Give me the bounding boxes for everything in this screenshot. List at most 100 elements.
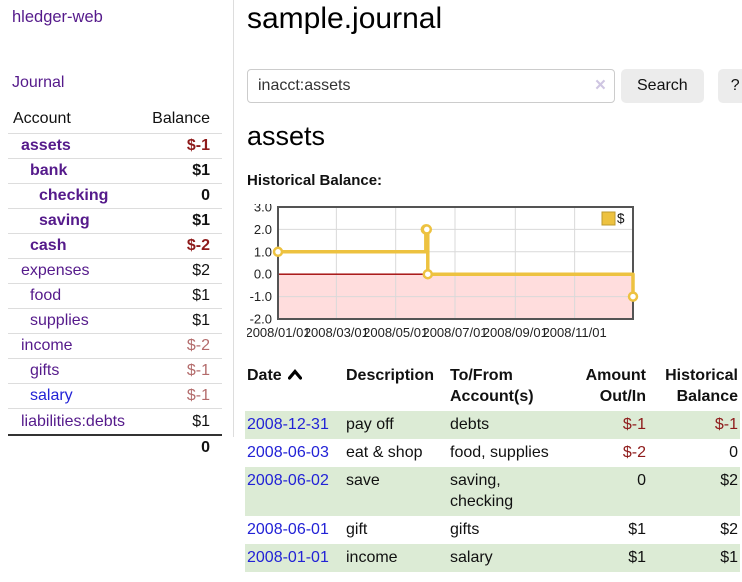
account-link-expenses[interactable]: expenses — [21, 262, 90, 279]
account-link-saving[interactable]: saving — [39, 212, 90, 229]
description-cell: save — [346, 472, 380, 489]
search-button[interactable]: Search — [621, 69, 704, 103]
account-balance: $1 — [192, 412, 210, 430]
account-balance: $-2 — [186, 337, 210, 354]
sidebar-divider — [233, 0, 234, 437]
balance-cell: $2 — [720, 472, 738, 489]
account-row: food $1 — [8, 284, 222, 309]
total-balance: 0 — [201, 438, 210, 456]
sidebar: hledger-web Journal Account Balance asse… — [0, 0, 233, 459]
account-link-checking[interactable]: checking — [39, 187, 109, 204]
balance-cell: 0 — [729, 444, 738, 461]
register-row: 2008-06-01 gift gifts $1 $2 — [245, 516, 740, 544]
account-link-liabilities-debts[interactable]: liabilities:debts — [21, 412, 126, 430]
account-row: income $-2 — [8, 334, 222, 359]
svg-text:3.0: 3.0 — [254, 204, 272, 215]
accounts-cell: saving, checking — [450, 472, 514, 510]
amount-cell: $1 — [628, 521, 646, 538]
account-balance: $1 — [192, 312, 210, 329]
amount-cell: 0 — [637, 472, 646, 489]
account-total-row: 0 — [8, 434, 222, 459]
svg-text:$: $ — [617, 211, 625, 226]
account-balance: 0 — [201, 187, 210, 204]
balance-cell: $1 — [720, 549, 738, 566]
svg-text:-2.0: -2.0 — [250, 312, 272, 327]
account-table-header: Account Balance — [8, 106, 222, 134]
svg-text:2008/05/01: 2008/05/01 — [363, 325, 428, 340]
amount-cell: $1 — [628, 549, 646, 566]
account-link-cash[interactable]: cash — [30, 237, 67, 254]
accounts-column-header: To/From Account(s) — [450, 367, 534, 405]
amount-column-header: Amount Out/In — [585, 367, 646, 405]
accounts-cell: gifts — [450, 521, 480, 538]
description-cell: pay off — [346, 416, 394, 433]
account-link-income[interactable]: income — [21, 337, 73, 354]
account-link-assets[interactable]: assets — [21, 137, 71, 154]
account-balance: $-1 — [186, 137, 210, 154]
account-row: cash $-2 — [8, 234, 222, 259]
clear-search-icon[interactable]: × — [594, 75, 606, 96]
accounts-cell: debts — [450, 416, 490, 433]
account-row: gifts $-1 — [8, 359, 222, 384]
svg-text:2008/07/01: 2008/07/01 — [422, 325, 487, 340]
account-row: saving $1 — [8, 209, 222, 234]
description-cell: gift — [346, 521, 368, 538]
svg-text:2008/03/01: 2008/03/01 — [304, 325, 369, 340]
date-link[interactable]: 2008-06-01 — [247, 521, 329, 538]
sort-up-icon — [287, 369, 302, 380]
account-balance: $-1 — [186, 362, 210, 379]
account-link-food[interactable]: food — [30, 287, 62, 304]
accounts-cell: food, supplies — [450, 444, 549, 461]
balance-chart-svg: 3.0 2.0 1.0 0.0 -1.0 -2.02008/01/012008/03/01… — [245, 200, 639, 340]
chart-title: Historical Balance: — [247, 172, 383, 189]
nav-journal-link[interactable]: Journal — [12, 74, 65, 91]
svg-text:1.0: 1.0 — [254, 244, 272, 259]
account-link-bank[interactable]: bank — [30, 162, 68, 179]
account-link-supplies[interactable]: supplies — [30, 312, 89, 329]
account-balance-table: Account Balance assets $-1 bank $1 check… — [8, 106, 222, 459]
svg-text:2008/01/01: 2008/01/01 — [247, 325, 311, 340]
date-column-header[interactable]: Date — [245, 362, 344, 411]
help-button[interactable]: ? — [717, 69, 742, 103]
main-content: sample.journal × Search ? assets Histori… — [245, 0, 742, 582]
account-row: supplies $1 — [8, 309, 222, 334]
account-balance: $1 — [192, 212, 210, 229]
date-link[interactable]: 2008-12-31 — [247, 416, 329, 433]
date-link[interactable]: 2008-01-01 — [247, 549, 329, 566]
account-row: bank $1 — [8, 159, 222, 184]
account-balance: $2 — [192, 262, 210, 279]
register-row: 2008-01-01 income salary $1 $1 — [245, 544, 740, 572]
account-link-gifts[interactable]: gifts — [30, 362, 60, 379]
page-title: sample.journal — [247, 2, 443, 35]
account-link-salary[interactable]: salary — [30, 387, 73, 404]
amount-cell: $-2 — [622, 444, 646, 461]
svg-text:2.0: 2.0 — [254, 222, 272, 237]
balance-column-header: Historical Balance — [665, 367, 738, 405]
description-cell: income — [346, 549, 398, 566]
historical-balance-chart: 3.0 2.0 1.0 0.0 -1.0 -2.0 2008/01/01 2008/03/01… — [245, 200, 645, 351]
register-header-row: Date Description To/From Account(s) Amou… — [245, 362, 740, 411]
date-link[interactable]: 2008-06-03 — [247, 444, 329, 461]
app-title-link[interactable]: hledger-web — [12, 8, 103, 26]
account-balance: $-1 — [186, 387, 210, 404]
account-row: expenses $2 — [8, 259, 222, 284]
svg-text:2008/11/01: 2008/11/01 — [543, 325, 607, 340]
account-page-title: assets — [247, 121, 326, 151]
svg-text:2008/09/01: 2008/09/01 — [483, 325, 548, 340]
svg-text:-1.0: -1.0 — [250, 289, 272, 304]
account-row: salary $-1 — [8, 384, 222, 409]
account-balance: $1 — [192, 162, 210, 179]
account-row: checking 0 — [8, 184, 222, 209]
balance-cell: $2 — [720, 521, 738, 538]
date-link[interactable]: 2008-06-02 — [247, 472, 329, 489]
search-input[interactable] — [247, 69, 615, 103]
svg-text:0.0: 0.0 — [254, 267, 272, 282]
amount-cell: $-1 — [622, 416, 646, 433]
balance-cell: $-1 — [714, 416, 738, 433]
account-row: liabilities:debts $1 — [8, 409, 222, 434]
balance-column-header: Balance — [152, 110, 210, 127]
search-bar: × Search ? — [247, 69, 742, 103]
account-row: assets $-1 — [8, 134, 222, 159]
register-row: 2008-06-03 eat & shop food, supplies $-2… — [245, 439, 740, 467]
description-column-header: Description — [346, 367, 435, 384]
